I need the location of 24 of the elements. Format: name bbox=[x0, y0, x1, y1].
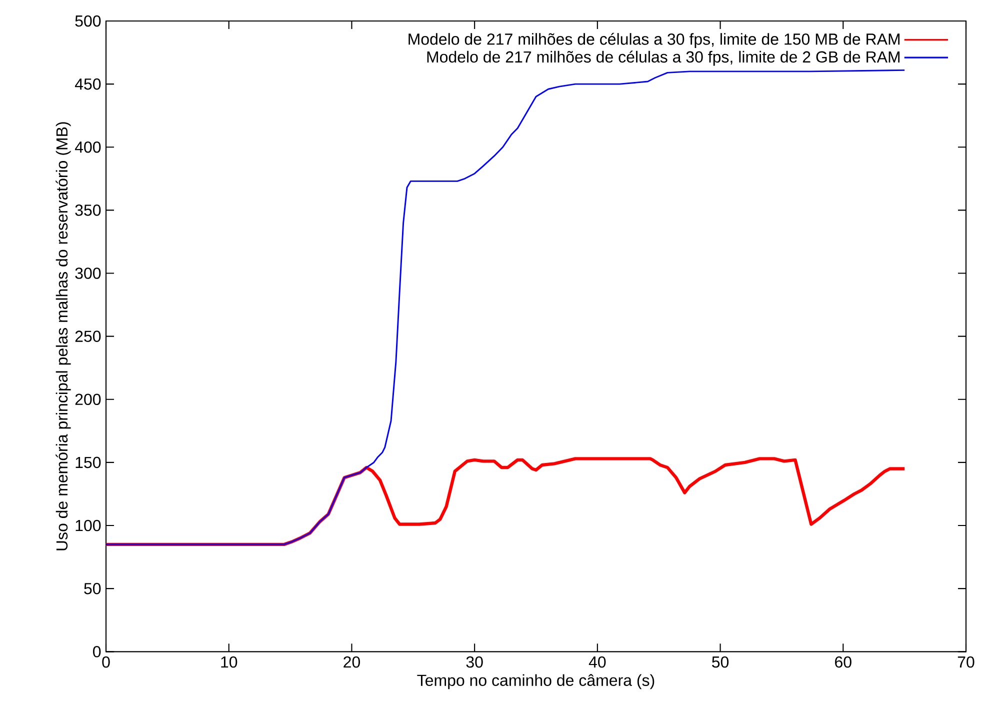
y-tick-label: 450 bbox=[74, 78, 101, 90]
x-tick-label: 10 bbox=[221, 656, 238, 668]
y-tick-label: 0 bbox=[93, 646, 101, 658]
legend-label: Modelo de 217 milhões de células a 30 fps, limite de 2 GB de RAM bbox=[427, 50, 900, 66]
y-tick-label: 150 bbox=[76, 456, 101, 468]
y-tick-label: 300 bbox=[75, 268, 101, 280]
x-tick-label: 20 bbox=[344, 656, 360, 668]
x-tick-label: 40 bbox=[588, 656, 606, 668]
y-tick-label: 400 bbox=[74, 142, 101, 153]
y-tick-label: 250 bbox=[75, 330, 101, 342]
y-tick-label: 350 bbox=[75, 204, 101, 216]
y-tick-label: 500 bbox=[75, 16, 101, 27]
y-tick-label: 200 bbox=[75, 394, 101, 406]
x-tick-label: 0 bbox=[102, 656, 110, 668]
y-axis-title: Uso de memória principal pelas malhas do reservatório (MB) bbox=[56, 122, 71, 550]
line-series bbox=[106, 70, 906, 546]
x-tick-label: 60 bbox=[835, 656, 852, 668]
y-tick-label: 100 bbox=[76, 520, 101, 532]
x-tick-label: 30 bbox=[466, 656, 483, 668]
x-tick-label: 50 bbox=[712, 656, 729, 668]
legend-label: Modelo de 217 milhões de células a 30 fps, limite de 150 MB de RAM bbox=[408, 33, 900, 48]
x-axis-title: Tempo no caminho de câmera (s) bbox=[417, 674, 654, 690]
x-tick-label: 70 bbox=[958, 656, 974, 668]
y-tick-label: 50 bbox=[84, 583, 101, 594]
